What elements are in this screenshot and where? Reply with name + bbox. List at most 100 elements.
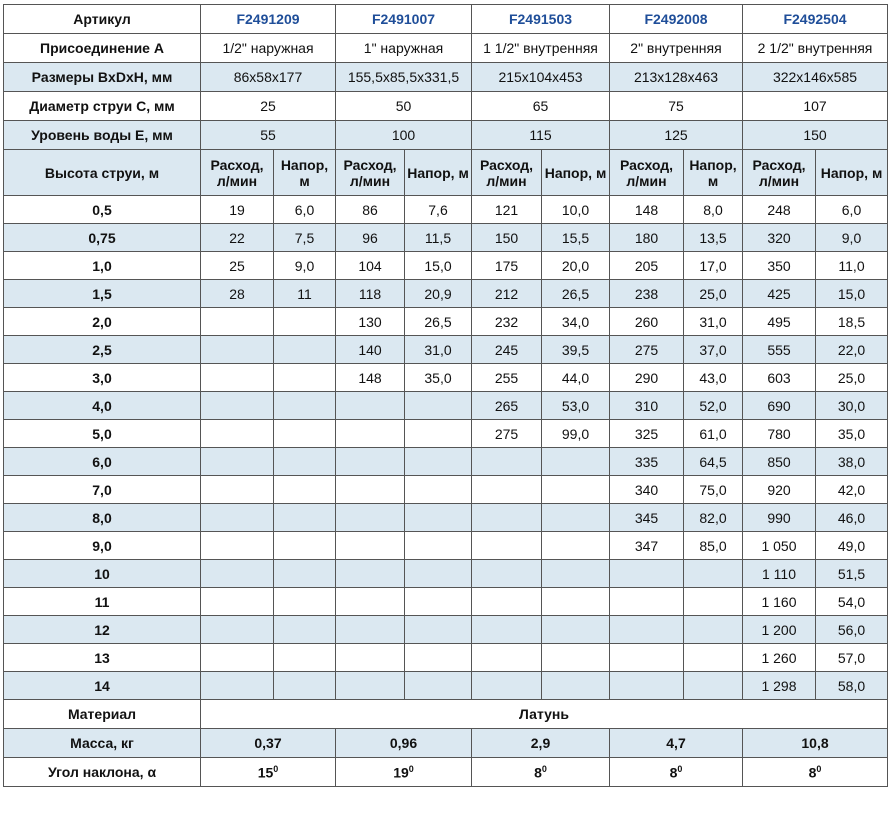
angle-value: 8 bbox=[808, 764, 817, 781]
empty-cell bbox=[404, 531, 472, 560]
empty-cell bbox=[200, 307, 274, 336]
empty-cell bbox=[471, 503, 542, 532]
data-cell: 34,0 bbox=[541, 307, 610, 336]
data-cell: 175 bbox=[471, 251, 542, 280]
row-label: 1,0 bbox=[3, 251, 201, 280]
empty-cell bbox=[404, 419, 472, 448]
data-cell: 850 bbox=[742, 447, 816, 476]
empty-cell bbox=[683, 671, 743, 700]
data-cell: 18,5 bbox=[815, 307, 888, 336]
row-label: 9,0 bbox=[3, 531, 201, 560]
data-cell: 17,0 bbox=[683, 251, 743, 280]
mass-value: 2,9 bbox=[471, 728, 610, 758]
data-cell: 7,6 bbox=[404, 195, 472, 224]
data-cell: 25,0 bbox=[815, 363, 888, 392]
empty-cell bbox=[541, 587, 610, 616]
column-header: Напор, м bbox=[815, 149, 888, 196]
table-row: 12 1 200 56,0 bbox=[3, 615, 888, 644]
data-cell: 290 bbox=[609, 363, 684, 392]
empty-cell bbox=[683, 643, 743, 672]
table-row: 1,0 25 9,0 104 15,0 175 20,0 205 17,0 350 11,0 bbox=[3, 251, 888, 280]
table-row: 10 1 110 51,5 bbox=[3, 559, 888, 588]
row-label: Уровень воды Е, мм bbox=[3, 120, 201, 150]
empty-cell bbox=[404, 475, 472, 504]
empty-cell bbox=[609, 587, 684, 616]
empty-cell bbox=[609, 559, 684, 588]
article-code: F2491503 bbox=[471, 4, 610, 34]
data-cell: 75,0 bbox=[683, 475, 743, 504]
empty-cell bbox=[273, 671, 336, 700]
row-label: Присоединение А bbox=[3, 33, 201, 63]
data-cell: 9,0 bbox=[815, 223, 888, 252]
empty-cell bbox=[273, 447, 336, 476]
data-cell: 13,5 bbox=[683, 223, 743, 252]
data-cell: 265 bbox=[471, 391, 542, 420]
empty-cell bbox=[273, 307, 336, 336]
data-cell: 180 bbox=[609, 223, 684, 252]
info-cell: 50 bbox=[335, 91, 472, 121]
data-cell: 1 110 bbox=[742, 559, 816, 588]
column-header: Расход, л/мин bbox=[471, 149, 542, 196]
column-header: Расход, л/мин bbox=[335, 149, 405, 196]
empty-cell bbox=[335, 503, 405, 532]
data-cell: 245 bbox=[471, 335, 542, 364]
data-cell: 920 bbox=[742, 475, 816, 504]
data-cell: 6,0 bbox=[815, 195, 888, 224]
data-cell: 690 bbox=[742, 391, 816, 420]
data-cell: 990 bbox=[742, 503, 816, 532]
jet-table: Артикул F2491209 F2491007 F2491503 F2492008 F… bbox=[3, 4, 888, 787]
data-cell: 52,0 bbox=[683, 391, 743, 420]
data-cell: 425 bbox=[742, 279, 816, 308]
data-cell: 212 bbox=[471, 279, 542, 308]
data-cell: 26,5 bbox=[404, 307, 472, 336]
data-cell: 7,5 bbox=[273, 223, 336, 252]
empty-cell bbox=[273, 335, 336, 364]
data-cell: 335 bbox=[609, 447, 684, 476]
data-cell: 44,0 bbox=[541, 363, 610, 392]
angle-cell: 80 bbox=[471, 757, 610, 787]
data-cell: 275 bbox=[609, 335, 684, 364]
data-cell: 205 bbox=[609, 251, 684, 280]
info-cell: 215x104x453 bbox=[471, 62, 610, 92]
empty-cell bbox=[335, 559, 405, 588]
table-row: 6,0 335 64,5 850 38,0 bbox=[3, 447, 888, 476]
row-label: Масса, кг bbox=[3, 728, 201, 758]
empty-cell bbox=[404, 447, 472, 476]
data-cell: 340 bbox=[609, 475, 684, 504]
info-cell: 125 bbox=[609, 120, 743, 150]
mass-value: 0,96 bbox=[335, 728, 472, 758]
data-cell: 43,0 bbox=[683, 363, 743, 392]
row-label: Размеры BxDxH, мм bbox=[3, 62, 201, 92]
data-cell: 58,0 bbox=[815, 671, 888, 700]
empty-cell bbox=[541, 643, 610, 672]
data-cell: 35,0 bbox=[404, 363, 472, 392]
empty-cell bbox=[335, 447, 405, 476]
info-cell: 75 bbox=[609, 91, 743, 121]
empty-cell bbox=[541, 531, 610, 560]
article-code: F2492504 bbox=[742, 4, 888, 34]
empty-cell bbox=[335, 587, 405, 616]
row-label: 10 bbox=[3, 559, 201, 588]
data-cell: 56,0 bbox=[815, 615, 888, 644]
empty-cell bbox=[404, 503, 472, 532]
table-row: 7,0 340 75,0 920 42,0 bbox=[3, 475, 888, 504]
info-cell: 150 bbox=[742, 120, 888, 150]
row-label: 8,0 bbox=[3, 503, 201, 532]
data-cell: 238 bbox=[609, 279, 684, 308]
empty-cell bbox=[200, 391, 274, 420]
row-label: 12 bbox=[3, 615, 201, 644]
data-cell: 64,5 bbox=[683, 447, 743, 476]
table-row: Присоединение А 1/2" наружная 1" наружная 1… bbox=[3, 33, 888, 63]
empty-cell bbox=[273, 531, 336, 560]
empty-cell bbox=[541, 475, 610, 504]
angle-value: 8 bbox=[669, 764, 678, 781]
data-cell: 11,5 bbox=[404, 223, 472, 252]
article-code: F2491007 bbox=[335, 4, 472, 34]
table-row: Диаметр струи С, мм 25 50 65 75 107 bbox=[3, 91, 888, 121]
empty-cell bbox=[541, 503, 610, 532]
empty-cell bbox=[200, 671, 274, 700]
angle-degree: 0 bbox=[273, 763, 279, 774]
row-label: Высота струи, м bbox=[3, 149, 201, 196]
row-label: Материал bbox=[3, 699, 201, 729]
